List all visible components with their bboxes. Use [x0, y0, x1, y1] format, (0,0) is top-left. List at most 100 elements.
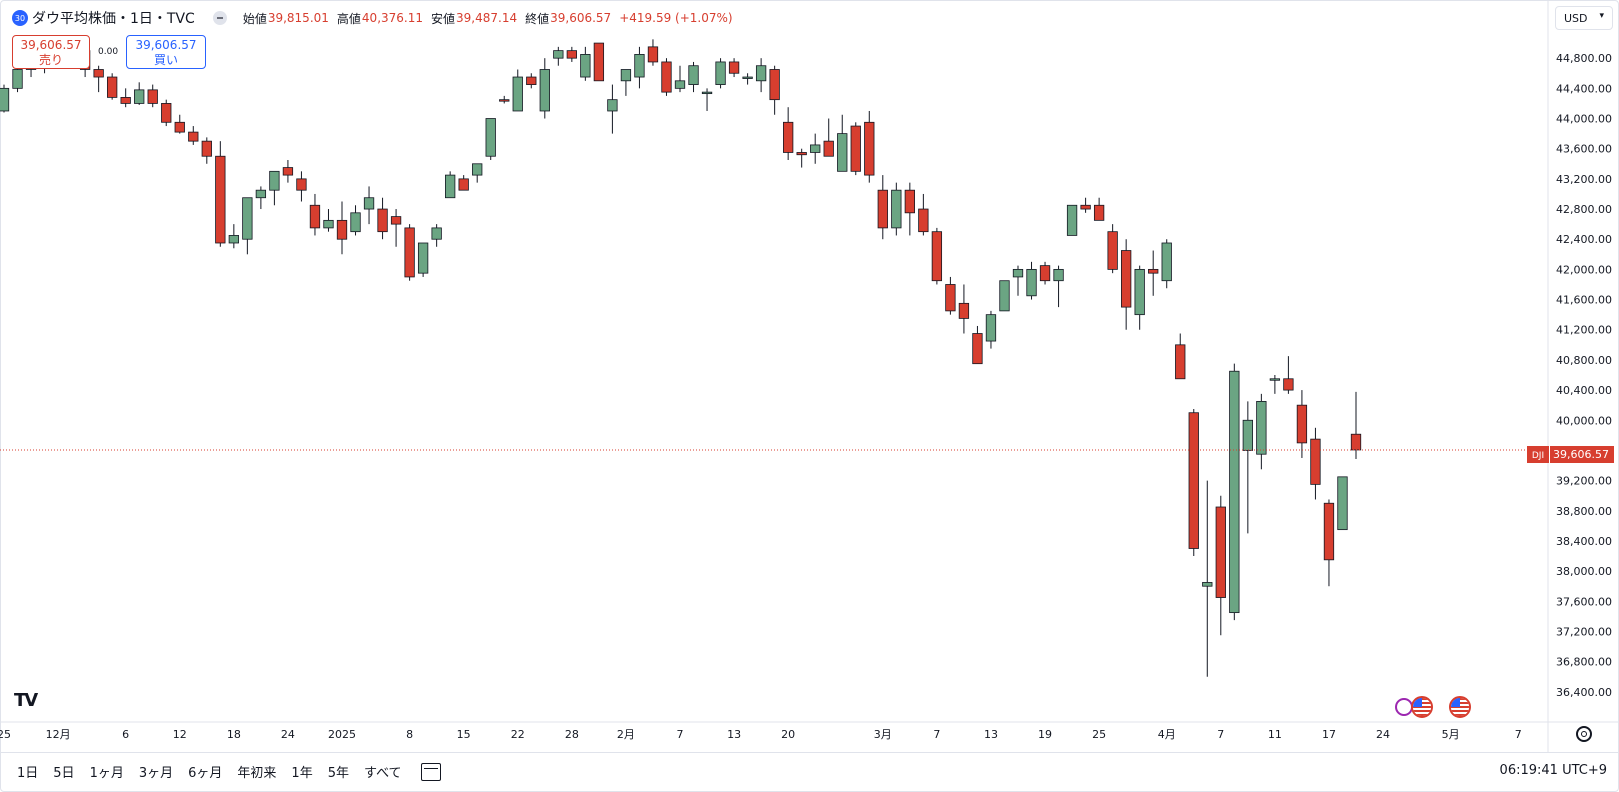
- range-1y[interactable]: 1年: [291, 766, 313, 781]
- gear-icon[interactable]: [1576, 726, 1592, 742]
- candle-body: [1161, 242, 1172, 282]
- time-tick-label: 12月: [46, 728, 71, 741]
- time-axis: 25 12月 6 12 18 24 2025 8 15 22 28 2月 7 13 20 3月 7 13 19 25 4…: [0, 728, 1522, 741]
- buy-price: 39,606.57: [135, 38, 197, 52]
- time-tick-label: 3月: [874, 728, 892, 741]
- candle-body: [1012, 268, 1024, 278]
- candle-body: [1229, 370, 1240, 614]
- symbol-title[interactable]: ダウ平均株価・1日・TVC: [32, 11, 195, 27]
- candle-body: [1337, 476, 1348, 531]
- time-tick-label: 22: [511, 728, 525, 741]
- candle-series: [0, 37, 1362, 677]
- candle-body: [1283, 378, 1294, 391]
- candle-body: [201, 140, 212, 157]
- candle-body: [1242, 419, 1253, 451]
- candle-body: [918, 208, 929, 233]
- price-tick-label: 36,400.00: [1556, 686, 1612, 699]
- price-tick-label: 41,200.00: [1556, 324, 1612, 337]
- candle-body: [539, 69, 550, 112]
- candle-body: [904, 189, 915, 214]
- high-value: 40,376.11: [361, 11, 423, 25]
- bottom-toolbar: 1日 5日 1ヶ月 3ヶ月 6ヶ月 年初来 1年 5年 すべて 06:19:41…: [0, 752, 1619, 790]
- candle-body: [1296, 404, 1308, 444]
- hide-legend-icon[interactable]: [212, 11, 227, 25]
- candle-body: [769, 69, 780, 101]
- candle-body: [12, 69, 23, 89]
- us-flag-event-icon[interactable]: [1449, 696, 1471, 718]
- candle-body: [188, 131, 199, 142]
- price-tag-symbol-box: [1527, 446, 1549, 463]
- candle-body: [526, 76, 537, 85]
- candle-body: [1175, 344, 1186, 380]
- candle-body: [0, 87, 10, 112]
- last-price-tag: DJI 39,606.57: [1527, 446, 1614, 463]
- open-label: 始値: [242, 11, 267, 26]
- open-value: 39,815.01: [267, 11, 329, 25]
- candle-body: [120, 97, 131, 104]
- clock-display[interactable]: 06:19:41 UTC+9: [1499, 763, 1607, 778]
- candle-body: [404, 227, 415, 278]
- price-tick-label: 41,600.00: [1556, 294, 1612, 307]
- candle-body: [972, 333, 983, 365]
- candle-body: [1323, 502, 1335, 561]
- candle-body: [377, 208, 388, 233]
- candle-body: [255, 189, 267, 199]
- candle-body: [1107, 231, 1118, 270]
- time-tick-label: 24: [281, 728, 295, 741]
- range-all[interactable]: すべて: [363, 766, 402, 781]
- candle-body: [715, 61, 726, 85]
- range-1m[interactable]: 1ヶ月: [89, 766, 124, 781]
- candle-body: [999, 280, 1010, 312]
- time-tick-label: 18: [227, 728, 241, 741]
- price-tick-label: 44,800.00: [1556, 52, 1612, 65]
- sell-button[interactable]: 39,606.57 売り: [12, 35, 90, 69]
- range-5d[interactable]: 5日: [53, 766, 75, 781]
- candle-body: [431, 227, 442, 240]
- price-tick-label: 42,400.00: [1556, 233, 1612, 246]
- range-1d[interactable]: 1日: [17, 766, 39, 781]
- currency-label: USD: [1564, 11, 1588, 25]
- range-5y[interactable]: 5年: [327, 766, 349, 781]
- candle-body: [553, 50, 564, 59]
- time-tick-label: 7: [933, 728, 940, 741]
- tradingview-logo-icon[interactable]: TV: [14, 690, 38, 711]
- time-tick-label: 8: [406, 728, 413, 741]
- range-6m[interactable]: 6ヶ月: [188, 766, 223, 781]
- price-tick-label: 43,600.00: [1556, 143, 1612, 156]
- candle-body: [512, 76, 523, 112]
- candle-body: [985, 314, 997, 342]
- candle-body: [607, 99, 618, 112]
- candle-body: [891, 189, 902, 229]
- time-tick-label: 11: [1268, 728, 1282, 741]
- candle-body: [1134, 268, 1145, 316]
- change-value: +419.59 (+1.07%): [619, 11, 733, 25]
- spread-value: 0.00: [98, 47, 119, 57]
- candlestick-chart[interactable]: 36,400.00 36,800.00 37,200.00 37,600.00 38,0…: [0, 0, 1619, 752]
- candle-body: [1310, 438, 1321, 485]
- candle-body: [93, 69, 104, 78]
- candle-body: [242, 197, 253, 240]
- price-axis: 36,400.00 36,800.00 37,200.00 37,600.00 38,0…: [1556, 52, 1612, 699]
- candle-body: [1269, 378, 1281, 381]
- high-label: 高値: [336, 11, 361, 26]
- range-3m[interactable]: 3ヶ月: [138, 766, 174, 781]
- candle-body: [323, 219, 334, 229]
- buy-button[interactable]: 39,606.57 買い: [126, 35, 206, 69]
- candle-body: [945, 284, 956, 312]
- candle-body: [350, 212, 361, 233]
- range-ytd[interactable]: 年初来: [237, 766, 277, 781]
- us-flag-event-icon[interactable]: [1411, 696, 1433, 718]
- candle-body: [837, 133, 848, 172]
- candle-body: [796, 152, 807, 156]
- candle-body: [282, 167, 294, 176]
- currency-select[interactable]: USD ▾: [1555, 6, 1613, 30]
- candle-body: [755, 65, 767, 82]
- candle-body: [499, 99, 510, 102]
- calendar-icon[interactable]: [420, 762, 441, 781]
- price-tick-label: 37,200.00: [1556, 625, 1612, 638]
- buy-label: 買い: [153, 53, 178, 67]
- candle-body: [147, 89, 158, 104]
- candle-body: [161, 103, 172, 123]
- candle-body: [823, 140, 834, 157]
- candle-body: [1093, 204, 1105, 221]
